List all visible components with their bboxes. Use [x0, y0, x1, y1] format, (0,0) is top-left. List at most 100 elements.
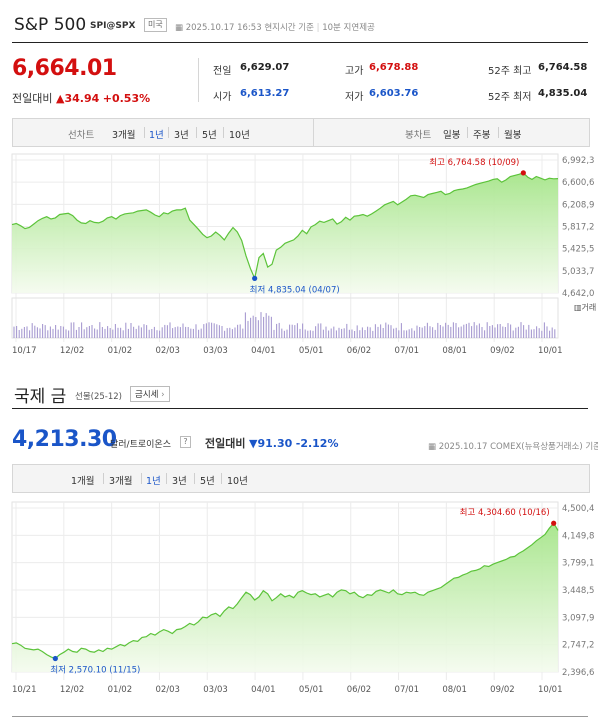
- y-tick-label: 2,747,2: [562, 641, 594, 651]
- tab-monthly[interactable]: 월봉: [504, 130, 522, 141]
- tab-separator: [144, 127, 145, 138]
- up-arrow-icon: ▲: [55, 92, 65, 105]
- y-tick-label: 2,396,6: [562, 668, 594, 678]
- sp-symbol: SPI@SPX: [90, 21, 136, 31]
- gold-tab-1m[interactable]: 1개월: [71, 476, 95, 487]
- sp-price: 6,664.01: [12, 56, 117, 81]
- help-icon[interactable]: ?: [180, 436, 191, 448]
- gold-period-tabbar: 1개월 3개월 1년 3년 5년 10년: [12, 464, 590, 493]
- sp-change-label: 전일대비: [12, 92, 53, 105]
- high-annotation: 최고 4,304.60 (10/16): [460, 507, 550, 518]
- low-marker: [252, 275, 258, 282]
- x-tick-label: 07/01: [395, 346, 420, 356]
- sp-line-chart-label: 선차트: [68, 130, 95, 141]
- price-line: [11, 172, 559, 281]
- sp-price-chart: 6,992,3 6,600,6 6,208,9 5,817,2 5,425,5 5,033…: [11, 153, 596, 356]
- sp-period-tabbar: 선차트 3개월 1년 3년 5년 10년 봉차트 일봉 주봉 월봉: [12, 118, 590, 147]
- volume-frame: [11, 297, 559, 339]
- tab-3m[interactable]: 3개월: [112, 130, 136, 141]
- y-tick-label: 4,642,0: [562, 289, 594, 299]
- gold-change: 91.30: [257, 437, 293, 450]
- calendar-icon: ▦: [428, 442, 437, 452]
- sp-open: 6,613.27: [240, 88, 290, 99]
- tab-group-divider: [313, 119, 314, 146]
- x-tick-label: 05/01: [299, 685, 324, 695]
- sp-52w-high-label: 52주 최고: [488, 66, 532, 77]
- x-tick-label: 01/02: [108, 685, 132, 695]
- gold-tab-3y[interactable]: 3년: [172, 476, 187, 487]
- x-tick-label: 03/03: [203, 685, 228, 695]
- sp-high-label: 고가: [345, 66, 364, 77]
- gold-title: 국제 금: [14, 387, 67, 407]
- sp-low-label: 저가: [345, 92, 364, 103]
- gold-change-label: 전일대비: [205, 437, 246, 450]
- sp-candle-chart-label: 봉차트: [405, 130, 432, 141]
- tab-separator: [467, 127, 468, 138]
- gold-tab-3m[interactable]: 3개월: [109, 476, 133, 487]
- sp-high: 6,678.88: [369, 62, 419, 73]
- y-tick-label: 3,097,9: [562, 613, 594, 623]
- gold-header-rule: [12, 408, 588, 409]
- tab-separator: [498, 127, 499, 138]
- y-tick-label: 6,992,3: [562, 156, 594, 166]
- gold-timestamp: 2025.10.17: [438, 442, 488, 452]
- y-tick-label: 4,149,8: [562, 531, 594, 541]
- y-tick-label: 6,600,6: [562, 178, 594, 188]
- gold-tab-1y[interactable]: 1년: [146, 476, 161, 487]
- gold-change-row: 전일대비 ▼91.30 -2.12%: [205, 435, 338, 451]
- tab-10y[interactable]: 10년: [229, 130, 250, 141]
- sp-52w-high: 6,764.58: [538, 62, 588, 73]
- y-tick-label: 6,208,9: [562, 200, 594, 210]
- x-tick-label: 08/01: [442, 685, 467, 695]
- y-tick-label: 5,425,5: [562, 245, 594, 255]
- price-line: [11, 522, 559, 660]
- price-area: [12, 172, 558, 293]
- gold-tab-5y[interactable]: 5년: [200, 476, 215, 487]
- x-tick-label: 09/02: [490, 346, 515, 356]
- tab-1y[interactable]: 1년: [149, 130, 164, 141]
- sp-52w-low: 4,835.04: [538, 88, 588, 99]
- x-tick-label: 10/17: [12, 346, 37, 356]
- x-tick-label: 12/02: [60, 346, 84, 356]
- sp-low: 6,603.76: [369, 88, 419, 99]
- tab-daily[interactable]: 일봉: [443, 130, 461, 141]
- tab-3y[interactable]: 3년: [174, 130, 189, 141]
- gold-price-button[interactable]: 금시세 ›: [130, 386, 170, 402]
- x-tick-label: 06/02: [347, 685, 372, 695]
- y-tick-label: 4,500,4: [562, 504, 594, 514]
- tab-separator: [103, 473, 104, 484]
- x-tick-label: 09/02: [490, 685, 515, 695]
- gold-price-chart: 4,500,4 4,149,8 3,799,1 3,448,5 3,097,9 2,747…: [11, 501, 594, 695]
- volume-legend: ▥거래: [574, 303, 596, 312]
- tab-separator: [168, 127, 169, 138]
- tab-weekly[interactable]: 주봉: [473, 130, 491, 141]
- tab-separator: [196, 127, 197, 138]
- x-tick-label: 04/01: [251, 685, 276, 695]
- low-marker: [52, 655, 58, 662]
- x-tick-label: 10/01: [538, 685, 563, 695]
- sp-change-pct: +0.53%: [102, 92, 151, 105]
- y-tick-label: 3,799,1: [562, 559, 594, 569]
- x-tick-label: 06/02: [347, 346, 372, 356]
- tab-separator: [223, 127, 224, 138]
- gold-tab-10y[interactable]: 10년: [227, 476, 248, 487]
- sp-stats-divider: [198, 58, 199, 102]
- x-tick-label: 10/01: [538, 346, 563, 356]
- sp-timestamp: 2025.10.17 16:53: [185, 23, 262, 33]
- high-marker: [551, 520, 557, 526]
- tab-separator: [221, 473, 222, 484]
- gold-timestamp-row: ▦ 2025.10.17 COMEX(뉴욕상품거래소) 기준: [428, 440, 598, 452]
- x-tick-label: 01/02: [108, 346, 132, 356]
- y-tick-label: 5,817,2: [562, 223, 594, 233]
- sp-prev: 6,629.07: [240, 62, 290, 73]
- high-annotation: 최고 6,764.58 (10/09): [429, 157, 519, 168]
- gold-change-pct: -2.12%: [295, 437, 339, 450]
- tab-5y[interactable]: 5년: [202, 130, 217, 141]
- sp-change: 34.94: [64, 92, 100, 105]
- down-arrow-icon: ▼: [248, 437, 258, 450]
- tab-separator: [194, 473, 195, 484]
- sp-prev-label: 전일: [213, 66, 232, 77]
- gold-sub: 선물(25-12): [75, 392, 122, 402]
- sp-title: S&P 500: [14, 15, 87, 35]
- sp-delay-note: 10분 지연제공: [322, 23, 375, 33]
